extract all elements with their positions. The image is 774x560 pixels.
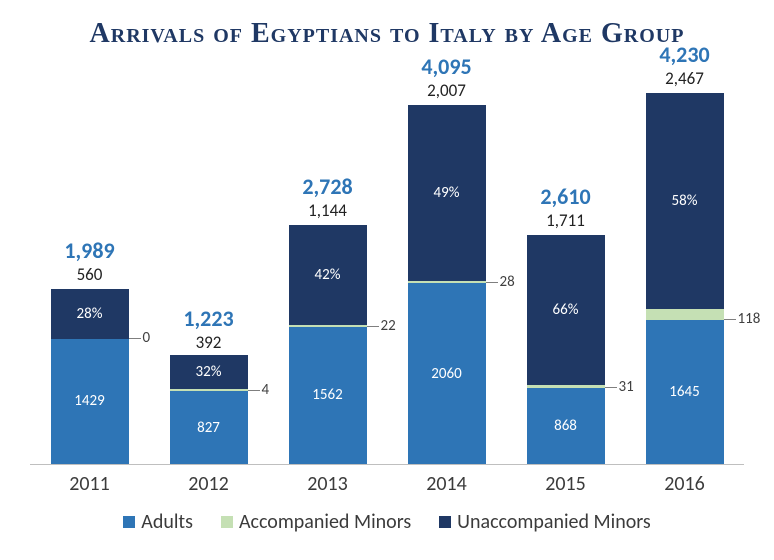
bar-column: 206049%284,0952,007 — [408, 70, 486, 464]
segment-unaccompanied: 49% — [408, 105, 486, 281]
total-unaccompanied: 392 — [170, 332, 248, 353]
bar-column: 86866%312,6101,711 — [527, 70, 605, 464]
segment-percent: 66% — [553, 301, 579, 319]
stacked-bar: 156242%22 — [289, 225, 367, 465]
x-axis-labels: 2011 2012 2013 2014 2015 2016 — [30, 472, 744, 496]
total-unaccompanied: 1,711 — [527, 210, 605, 231]
bar-column: 82732%41,223392 — [170, 70, 248, 464]
callout-label: 4 — [262, 381, 270, 399]
bar-column: 142928%01,989560 — [51, 70, 129, 464]
bar-top-labels: 2,6101,711 — [527, 183, 605, 231]
bar-top-labels: 4,0952,007 — [408, 53, 486, 101]
x-tick-label: 2013 — [289, 472, 367, 496]
segment-value: 1645 — [669, 383, 699, 401]
x-tick-label: 2016 — [646, 472, 724, 496]
callout-label: 118 — [738, 310, 761, 328]
segment-adults: 1645 — [646, 320, 724, 464]
segment-unaccompanied: 42% — [289, 225, 367, 325]
total-grand: 4,095 — [408, 53, 486, 80]
segment-percent: 28% — [77, 305, 103, 323]
stacked-bar: 206049%28 — [408, 105, 486, 464]
chart-plot-area: 1429 28% 0 1,989560 827 32% 4 1,223392 1562 42% 22… — [30, 70, 744, 465]
legend-label: Accompanied Minors — [239, 510, 411, 534]
x-tick-label: 2011 — [51, 472, 129, 496]
callout-label: 31 — [619, 378, 634, 396]
segment-percent: 32% — [196, 363, 222, 381]
segment-value: 2060 — [431, 365, 461, 383]
total-grand: 2,728 — [289, 173, 367, 200]
stacked-bar: 82732%4 — [170, 355, 248, 464]
callout-leader-line — [248, 390, 260, 391]
total-unaccompanied: 2,467 — [646, 68, 724, 89]
segment-adults: 827 — [170, 391, 248, 464]
callout-label: 0 — [143, 329, 151, 347]
bar-top-labels: 4,2302,467 — [646, 41, 724, 89]
bar-column: 156242%222,7281,144 — [289, 70, 367, 464]
segment-accompanied — [408, 281, 486, 283]
bar-top-labels: 1,989560 — [51, 237, 129, 285]
callout-leader-line — [724, 319, 736, 320]
segment-unaccompanied: 28% — [51, 289, 129, 338]
x-tick-label: 2014 — [408, 472, 486, 496]
stacked-bar: 86866%31 — [527, 235, 605, 464]
bar-top-labels: 1,223392 — [170, 305, 248, 353]
total-grand: 1,223 — [170, 305, 248, 332]
legend-item-unaccompanied: Unaccompanied Minors — [439, 510, 651, 534]
segment-accompanied — [527, 385, 605, 388]
bar-column: 164558%1184,2302,467 — [646, 70, 724, 464]
legend-item-adults: Adults — [123, 510, 193, 534]
segment-accompanied — [646, 309, 724, 319]
callout-leader-line — [605, 387, 617, 388]
segment-unaccompanied: 32% — [170, 355, 248, 389]
segment-unaccompanied: 66% — [527, 235, 605, 385]
segment-adults: 2060 — [408, 283, 486, 464]
segment-accompanied — [170, 389, 248, 391]
callout-label: 22 — [381, 317, 396, 335]
segment-unaccompanied: 58% — [646, 93, 724, 310]
segment-percent: 42% — [315, 266, 341, 284]
total-grand: 4,230 — [646, 41, 724, 68]
segment-adults: 868 — [527, 388, 605, 464]
segment-adults: 1429 — [51, 339, 129, 464]
callout-leader-line — [129, 338, 141, 339]
total-grand: 2,610 — [527, 183, 605, 210]
segment-accompanied — [289, 325, 367, 327]
legend-item-accompanied: Accompanied Minors — [221, 510, 411, 534]
swatch-icon — [123, 516, 135, 528]
swatch-icon — [439, 516, 451, 528]
total-unaccompanied: 560 — [51, 264, 129, 285]
stacked-bar: 164558%118 — [646, 93, 724, 464]
total-unaccompanied: 1,144 — [289, 200, 367, 221]
segment-value: 1562 — [312, 386, 342, 404]
segment-percent: 58% — [672, 192, 698, 210]
stacked-bar: 142928%0 — [51, 289, 129, 464]
callout-leader-line — [367, 326, 379, 327]
segment-value: 868 — [554, 417, 577, 435]
total-unaccompanied: 2,007 — [408, 80, 486, 101]
callout-label: 28 — [500, 273, 515, 291]
segment-value: 1429 — [74, 392, 104, 410]
segment-adults: 1562 — [289, 327, 367, 464]
legend-label: Unaccompanied Minors — [457, 510, 651, 534]
callout-leader-line — [486, 282, 498, 283]
x-tick-label: 2012 — [170, 472, 248, 496]
legend: Adults Accompanied Minors Unaccompanied … — [0, 510, 774, 534]
segment-percent: 49% — [434, 184, 460, 202]
x-tick-label: 2015 — [527, 472, 605, 496]
swatch-icon — [221, 516, 233, 528]
bar-top-labels: 2,7281,144 — [289, 173, 367, 221]
segment-value: 827 — [197, 419, 220, 437]
legend-label: Adults — [141, 510, 193, 534]
total-grand: 1,989 — [51, 237, 129, 264]
